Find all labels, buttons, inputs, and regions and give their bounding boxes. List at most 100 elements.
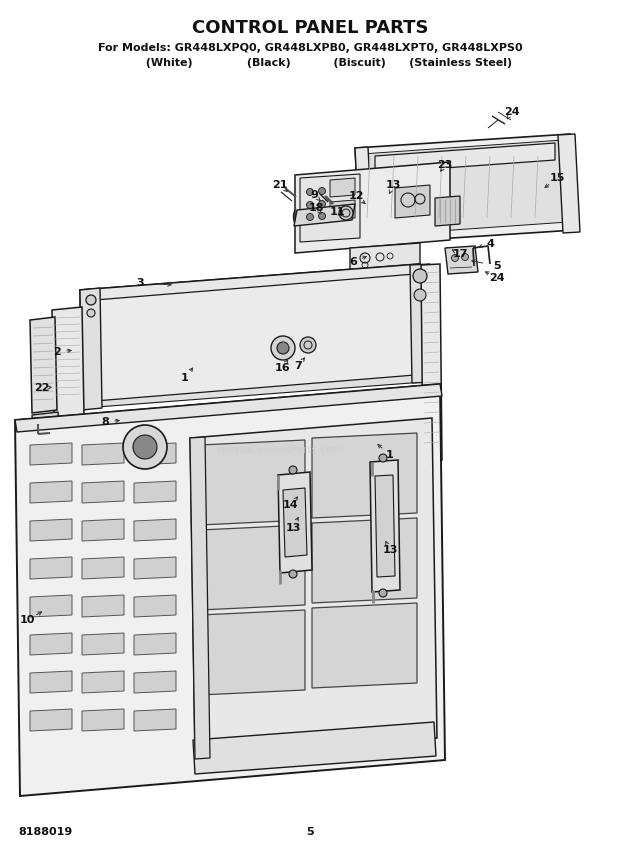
Polygon shape [375, 475, 395, 577]
Polygon shape [30, 317, 57, 413]
Circle shape [306, 201, 314, 209]
Text: 9: 9 [310, 190, 318, 200]
Polygon shape [80, 264, 422, 406]
Polygon shape [15, 384, 442, 432]
Text: 15: 15 [549, 173, 565, 183]
Polygon shape [134, 709, 176, 731]
Circle shape [123, 425, 167, 469]
Polygon shape [435, 196, 460, 226]
Polygon shape [15, 384, 445, 796]
Polygon shape [375, 143, 555, 173]
Polygon shape [355, 134, 575, 244]
Text: 4: 4 [486, 239, 494, 249]
Text: 7: 7 [294, 361, 302, 371]
Polygon shape [200, 525, 305, 610]
Polygon shape [82, 519, 124, 541]
Text: 13: 13 [385, 180, 401, 190]
Circle shape [300, 337, 316, 353]
Polygon shape [134, 671, 176, 693]
Polygon shape [200, 440, 305, 525]
Circle shape [319, 212, 326, 219]
Polygon shape [355, 147, 373, 245]
Ellipse shape [293, 210, 301, 226]
Circle shape [379, 589, 387, 597]
Polygon shape [330, 200, 355, 220]
Polygon shape [82, 443, 124, 465]
Polygon shape [82, 557, 124, 579]
Polygon shape [421, 264, 442, 461]
Polygon shape [370, 460, 400, 592]
Text: 8: 8 [101, 417, 109, 427]
Ellipse shape [350, 205, 356, 218]
Polygon shape [134, 633, 176, 655]
Polygon shape [30, 709, 72, 731]
Polygon shape [82, 595, 124, 617]
Text: 11: 11 [329, 207, 345, 217]
Polygon shape [134, 595, 176, 617]
Text: 10: 10 [19, 615, 35, 625]
Polygon shape [300, 174, 360, 242]
Text: 13: 13 [285, 523, 301, 533]
Circle shape [413, 269, 427, 283]
Circle shape [306, 213, 314, 221]
Polygon shape [80, 288, 102, 410]
Text: 2: 2 [53, 347, 61, 357]
Circle shape [319, 200, 326, 207]
Polygon shape [82, 481, 124, 503]
Text: For Models: GR448LXPQ0, GR448LXPB0, GR448LXPT0, GR448LXPS0: For Models: GR448LXPQ0, GR448LXPB0, GR44… [98, 43, 522, 53]
Text: 6: 6 [349, 257, 357, 267]
Polygon shape [30, 481, 72, 503]
Text: 5: 5 [493, 261, 501, 271]
Text: 3: 3 [136, 278, 144, 288]
Polygon shape [294, 204, 355, 226]
Text: CONTROL PANEL PARTS: CONTROL PANEL PARTS [192, 19, 428, 37]
Polygon shape [190, 418, 437, 758]
Polygon shape [558, 134, 580, 233]
Text: 14: 14 [283, 500, 299, 510]
Text: 24: 24 [489, 273, 505, 283]
Text: 24: 24 [504, 107, 520, 117]
Polygon shape [32, 412, 60, 438]
Text: 18: 18 [308, 203, 324, 213]
Text: 5: 5 [306, 827, 314, 837]
Polygon shape [312, 433, 417, 518]
Polygon shape [283, 488, 307, 557]
Text: 17: 17 [452, 249, 467, 259]
Circle shape [379, 454, 387, 462]
Circle shape [133, 435, 157, 459]
Polygon shape [395, 185, 430, 218]
Polygon shape [134, 557, 176, 579]
Polygon shape [295, 162, 450, 253]
Text: 16: 16 [274, 363, 290, 373]
Polygon shape [82, 671, 124, 693]
Circle shape [271, 336, 295, 360]
Circle shape [461, 253, 469, 260]
Text: (White)              (Black)           (Biscuit)      (Stainless Steel): (White) (Black) (Biscuit) (Stainless Ste… [107, 58, 513, 68]
Polygon shape [190, 437, 210, 759]
Polygon shape [82, 709, 124, 731]
Polygon shape [30, 633, 72, 655]
Text: 21: 21 [272, 180, 288, 190]
Polygon shape [362, 140, 568, 236]
Polygon shape [193, 722, 436, 774]
Text: 22: 22 [34, 383, 50, 393]
Circle shape [414, 289, 426, 301]
Polygon shape [410, 264, 432, 383]
Text: 13: 13 [383, 545, 397, 555]
Polygon shape [312, 603, 417, 688]
Circle shape [339, 206, 353, 220]
Circle shape [87, 309, 95, 317]
Text: 8188019: 8188019 [18, 827, 73, 837]
Polygon shape [82, 374, 424, 408]
Circle shape [306, 188, 314, 195]
Polygon shape [95, 274, 415, 401]
Text: 12: 12 [348, 191, 364, 201]
Polygon shape [80, 264, 422, 302]
Polygon shape [330, 178, 355, 197]
Circle shape [277, 342, 289, 354]
Polygon shape [30, 519, 72, 541]
Polygon shape [350, 243, 420, 277]
Polygon shape [134, 443, 176, 465]
Polygon shape [30, 557, 72, 579]
Circle shape [289, 570, 297, 578]
